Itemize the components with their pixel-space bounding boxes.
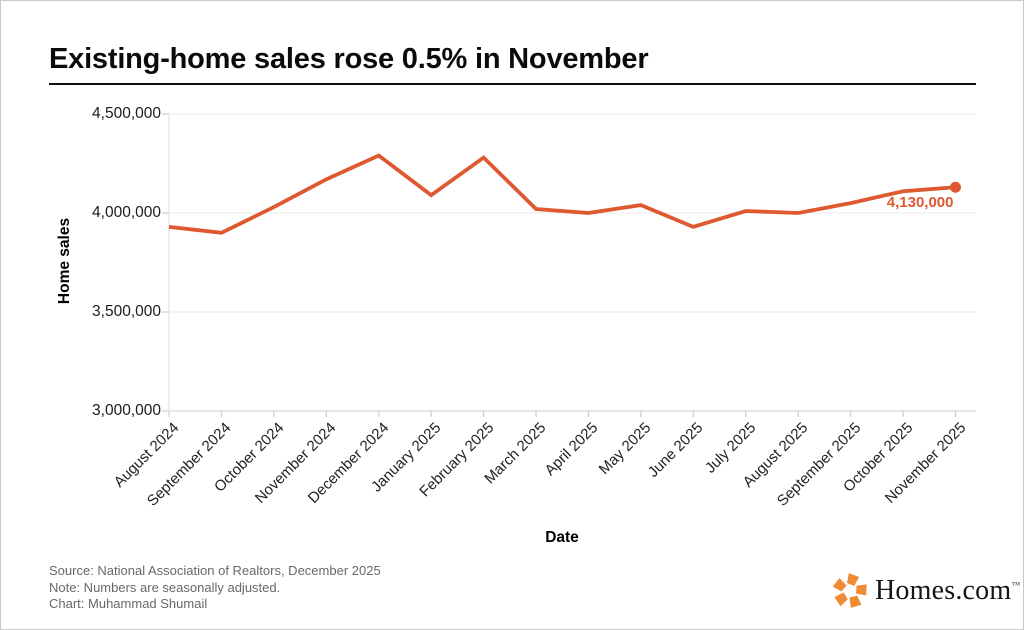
y-tick-label: 4,500,000	[92, 105, 161, 122]
x-axis-title: Date	[545, 529, 579, 546]
y-tick-label: 4,000,000	[92, 204, 161, 221]
title-divider	[49, 83, 976, 85]
credit-line: Chart: Muhammad Shumail	[49, 596, 208, 611]
y-axis-title: Home sales	[56, 217, 73, 305]
homes-pinwheel-icon	[832, 573, 867, 608]
trademark-symbol: ™	[1011, 580, 1021, 590]
homes-com-logo: Homes.com™	[831, 571, 1020, 611]
footer-notes: Source: National Association of Realtors…	[49, 563, 381, 613]
last-point-value-label: 4,130,000	[886, 194, 954, 212]
axes	[162, 113, 976, 417]
note-line: Note: Numbers are seasonally adjusted.	[49, 579, 281, 595]
gridlines	[169, 113, 976, 412]
logo-wordmark: Homes.com™	[875, 575, 1021, 606]
y-tick-label: 3,000,000	[92, 402, 161, 419]
y-tick-label: 3,500,000	[92, 303, 161, 320]
page-title: Existing-home sales rose 0.5% in Novembe…	[49, 43, 649, 75]
home-sales-line-series	[168, 153, 961, 235]
source-line: Source: National Association of Realtors…	[49, 563, 381, 578]
